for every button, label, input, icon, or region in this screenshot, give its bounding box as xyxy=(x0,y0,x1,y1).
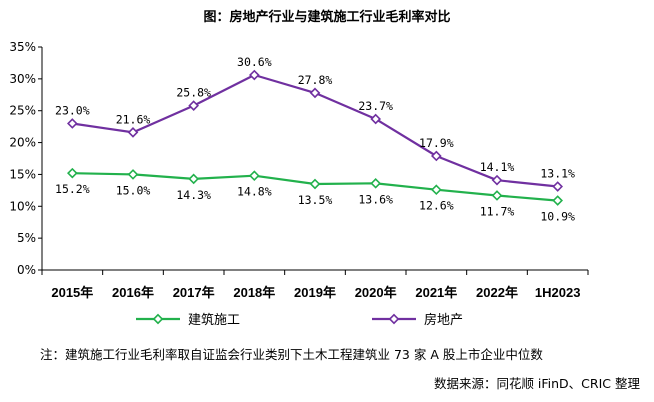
series-1-data-label: 10.9% xyxy=(540,210,575,224)
plot-area: 15.2% 15.0% 14.3% 14.8% 13.5% 13.6% 12.6% 11.7%… xyxy=(55,55,575,224)
series-2-marker xyxy=(431,150,442,162)
y-tick-label: 20% xyxy=(9,136,36,150)
series-1-marker xyxy=(249,170,260,182)
series-1-data-label: 13.5% xyxy=(298,193,333,207)
x-tick-label: 2016年 xyxy=(112,285,154,300)
series-2-data-label: 21.6% xyxy=(116,112,151,126)
x-axis: 2015年 2016年 2017年 2018年 2019年 2020年 2021年 2022年… xyxy=(41,269,589,300)
legend-marker-1 xyxy=(152,313,164,325)
series-2-marker xyxy=(552,181,563,192)
series-1-data-label: 14.3% xyxy=(176,188,211,202)
y-tick-label: 25% xyxy=(9,104,36,118)
series-2-data-label: 23.7% xyxy=(358,99,393,113)
source-note: 数据来源：同花顺 iFinD、CRIC 整理 xyxy=(434,376,641,391)
series-2-data-label: 13.1% xyxy=(540,167,575,181)
series-2-data-label: 30.6% xyxy=(237,55,272,69)
series-1-marker xyxy=(309,178,321,190)
x-tick-label: 2018年 xyxy=(233,285,275,300)
series-1-data-label: 11.7% xyxy=(480,204,515,218)
legend-label-1: 建筑施工 xyxy=(188,312,240,328)
series-2-data-label: 14.1% xyxy=(480,160,515,174)
chart-title: 图：房地产行业与建筑施工行业毛利率对比 xyxy=(203,9,450,25)
x-tick-label: 2019年 xyxy=(294,285,336,300)
legend-label-2: 房地产 xyxy=(424,312,463,328)
x-tick-label: 2020年 xyxy=(355,285,397,300)
legend-marker-2 xyxy=(388,313,400,325)
series-1-marker xyxy=(188,173,199,185)
series-2-marker xyxy=(127,127,139,138)
x-tick-label: 2022年 xyxy=(476,285,518,300)
series-2-marker xyxy=(188,100,199,111)
series-1-data-label: 13.6% xyxy=(358,192,393,206)
y-tick-label: 30% xyxy=(9,72,36,86)
series-2-marker xyxy=(491,174,503,186)
series-2-data-label: 27.8% xyxy=(298,73,333,87)
series-1-data-label: 15.2% xyxy=(55,182,90,196)
y-tick-label: 35% xyxy=(9,40,36,54)
y-tick-label: 0% xyxy=(17,263,36,277)
x-tick-label: 2015年 xyxy=(51,285,93,300)
series-2-data-label: 23.0% xyxy=(55,103,90,117)
series-1-data-label: 12.6% xyxy=(419,199,454,213)
series-1-marker xyxy=(67,167,78,179)
series-1-data-label: 15.0% xyxy=(116,183,151,197)
y-axis: 0% 5% 10% 15% 20% 25% 30% 35% xyxy=(9,40,43,277)
series-1-marker xyxy=(431,184,442,196)
x-tick-label: 1H2023 xyxy=(535,285,581,300)
x-tick-label: 2021年 xyxy=(415,285,457,300)
y-tick-label: 10% xyxy=(9,199,36,213)
y-tick-label: 15% xyxy=(9,167,36,181)
x-tick-label: 2017年 xyxy=(173,285,215,300)
series-2-marker xyxy=(370,113,381,125)
series-2-data-label: 17.9% xyxy=(419,136,454,150)
series-2-data-label: 25.8% xyxy=(176,86,211,100)
series-1-marker xyxy=(370,178,381,189)
series-2-marker xyxy=(309,87,321,99)
legend: 建筑施工 房地产 xyxy=(136,312,463,328)
series-1-marker xyxy=(552,195,563,206)
series-2-marker xyxy=(249,69,260,81)
series-1-marker xyxy=(127,169,139,180)
series-1-marker xyxy=(491,190,503,201)
y-tick-label: 5% xyxy=(17,231,36,245)
footnote: 注：建筑施工行业毛利率取自证监会行业类别下土木工程建筑业 73 家 A 股上市企… xyxy=(40,347,543,362)
series-2-marker xyxy=(67,118,78,129)
series-1-data-label: 14.8% xyxy=(237,185,272,199)
